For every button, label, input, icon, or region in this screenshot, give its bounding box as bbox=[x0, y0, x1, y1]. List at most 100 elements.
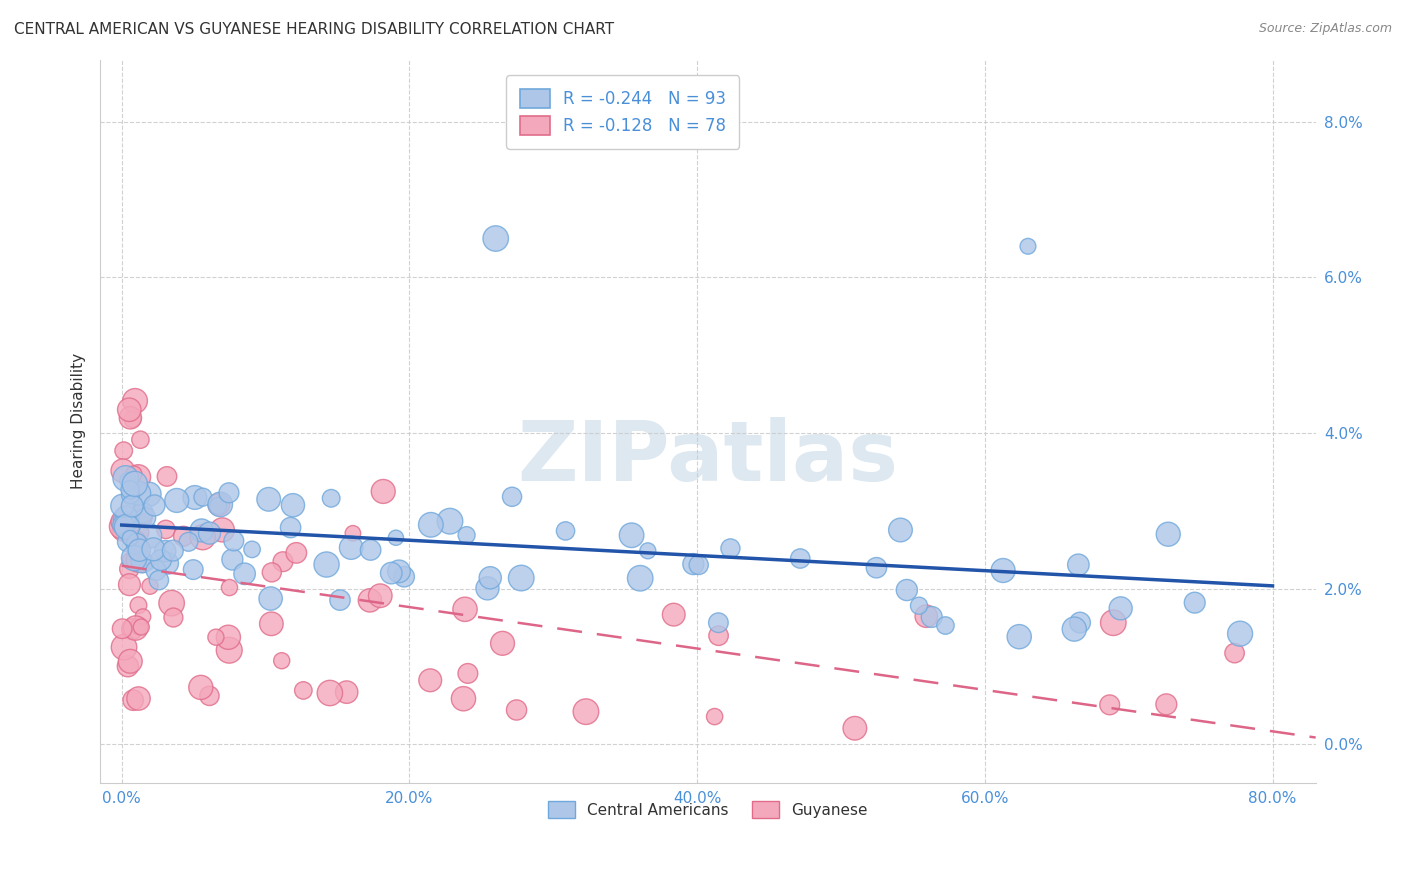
Point bbox=[218, 485, 240, 500]
Point bbox=[260, 616, 283, 631]
Point bbox=[491, 636, 513, 650]
Point bbox=[115, 535, 138, 549]
Point bbox=[139, 579, 162, 593]
Point bbox=[115, 512, 138, 526]
Point bbox=[315, 558, 337, 572]
Point bbox=[368, 589, 391, 603]
Point bbox=[457, 666, 479, 681]
Point bbox=[844, 721, 866, 735]
Point bbox=[233, 566, 256, 581]
Point bbox=[124, 393, 146, 408]
Point bbox=[1067, 558, 1090, 572]
Point bbox=[153, 544, 176, 558]
Point bbox=[1229, 626, 1251, 640]
Point bbox=[889, 523, 911, 537]
Point bbox=[181, 563, 204, 577]
Point bbox=[132, 609, 155, 624]
Point bbox=[148, 573, 170, 587]
Point bbox=[1063, 622, 1085, 636]
Point bbox=[218, 643, 240, 657]
Point bbox=[292, 683, 315, 698]
Point bbox=[190, 681, 212, 695]
Point bbox=[662, 607, 685, 622]
Point bbox=[131, 555, 153, 569]
Point bbox=[114, 471, 136, 485]
Point bbox=[191, 490, 214, 504]
Legend: Central Americans, Guyanese: Central Americans, Guyanese bbox=[540, 793, 876, 826]
Point bbox=[688, 558, 710, 572]
Point bbox=[160, 596, 183, 610]
Point bbox=[120, 654, 142, 668]
Point bbox=[118, 562, 141, 576]
Point bbox=[1102, 615, 1125, 630]
Point bbox=[121, 622, 143, 636]
Point bbox=[190, 524, 212, 538]
Point bbox=[485, 231, 508, 245]
Point bbox=[554, 524, 576, 538]
Point bbox=[120, 410, 142, 425]
Point bbox=[703, 709, 725, 723]
Point bbox=[505, 703, 527, 717]
Point bbox=[112, 640, 135, 655]
Point bbox=[128, 525, 150, 540]
Point bbox=[125, 534, 148, 549]
Point bbox=[211, 523, 233, 537]
Point bbox=[198, 526, 221, 541]
Point bbox=[329, 593, 352, 607]
Point bbox=[388, 565, 411, 579]
Point bbox=[128, 548, 150, 562]
Point bbox=[360, 543, 382, 558]
Point bbox=[359, 593, 381, 607]
Point bbox=[118, 402, 141, 417]
Point bbox=[477, 582, 499, 596]
Point bbox=[111, 523, 134, 537]
Point bbox=[1223, 646, 1246, 660]
Point bbox=[257, 492, 280, 507]
Point bbox=[162, 610, 184, 624]
Point bbox=[1156, 698, 1178, 712]
Point bbox=[342, 526, 364, 541]
Point bbox=[510, 571, 533, 585]
Point bbox=[122, 467, 145, 482]
Point bbox=[340, 541, 363, 555]
Point bbox=[628, 571, 651, 585]
Point bbox=[208, 498, 231, 512]
Point bbox=[439, 514, 461, 528]
Point bbox=[125, 537, 148, 551]
Point bbox=[1157, 527, 1180, 541]
Point bbox=[865, 560, 887, 574]
Point bbox=[789, 551, 811, 566]
Point bbox=[124, 476, 146, 491]
Point bbox=[121, 499, 143, 513]
Point bbox=[122, 693, 145, 707]
Point bbox=[207, 499, 229, 513]
Point bbox=[373, 484, 395, 499]
Point bbox=[127, 470, 149, 484]
Point bbox=[205, 630, 228, 644]
Point bbox=[240, 542, 263, 557]
Point bbox=[143, 499, 166, 513]
Point bbox=[120, 531, 142, 545]
Point bbox=[1184, 596, 1206, 610]
Text: Source: ZipAtlas.com: Source: ZipAtlas.com bbox=[1258, 22, 1392, 36]
Point bbox=[120, 488, 142, 502]
Point bbox=[150, 553, 173, 567]
Point bbox=[380, 566, 402, 580]
Point bbox=[1008, 630, 1031, 644]
Point bbox=[217, 630, 239, 644]
Point bbox=[156, 557, 179, 571]
Point bbox=[319, 686, 342, 700]
Point bbox=[682, 557, 704, 571]
Point bbox=[129, 509, 152, 524]
Point bbox=[111, 622, 134, 636]
Point bbox=[392, 570, 415, 584]
Point bbox=[453, 691, 475, 706]
Point bbox=[385, 531, 408, 545]
Point bbox=[419, 673, 441, 688]
Point bbox=[172, 529, 194, 543]
Point bbox=[111, 519, 134, 533]
Text: ZIPatlas: ZIPatlas bbox=[517, 417, 898, 498]
Point bbox=[419, 517, 441, 532]
Point bbox=[111, 464, 134, 478]
Point bbox=[162, 543, 184, 558]
